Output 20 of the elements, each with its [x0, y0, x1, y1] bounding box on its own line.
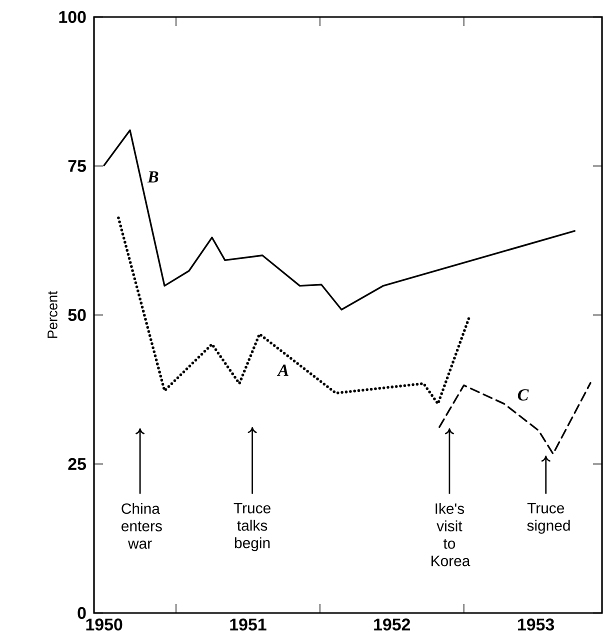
y-tick-label: 0 — [78, 607, 86, 619]
line-series — [117, 216, 472, 406]
y-tick-label: 100 — [59, 10, 86, 23]
y-axis-title: Percent — [48, 291, 58, 338]
line-series — [103, 129, 576, 310]
annotation: Ike's visit to Korea — [432, 502, 470, 566]
series-label: C — [518, 389, 529, 401]
annotation: Truce talks begin — [234, 502, 270, 552]
series-label: A — [276, 364, 288, 376]
y-tick-label: 75 — [68, 160, 86, 172]
y-tick-label: 50 — [68, 309, 86, 321]
x-tick-label: 1953 — [518, 618, 554, 631]
annotation: Truce signed — [527, 502, 570, 534]
y-tick-label: 25 — [68, 458, 86, 470]
x-tick-label: 1950 — [86, 618, 122, 631]
series-label: B — [147, 171, 158, 182]
x-tick-label: 1951 — [230, 618, 266, 631]
x-tick-label: 1952 — [374, 618, 410, 631]
annotation: China enters war — [122, 502, 162, 549]
line-series — [438, 382, 592, 455]
